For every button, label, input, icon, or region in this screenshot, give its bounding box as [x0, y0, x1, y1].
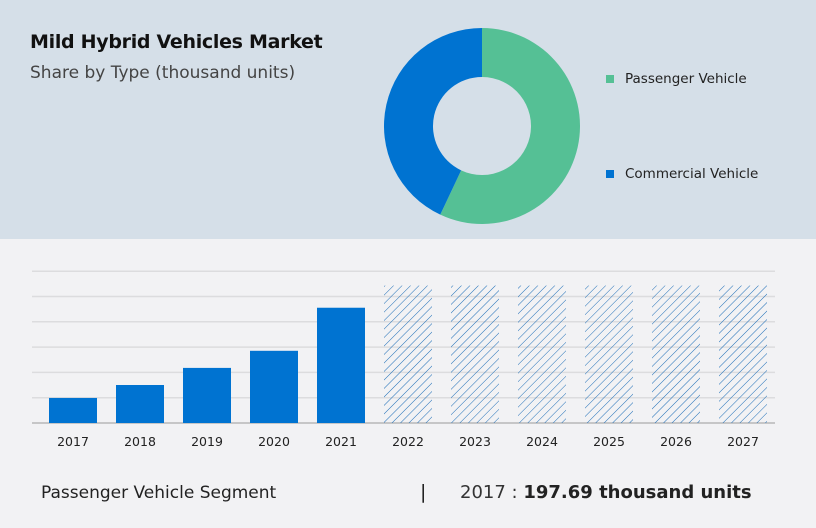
legend-passenger-vehicle: Passenger Vehicle: [606, 71, 747, 87]
bar-2018: [116, 385, 164, 423]
bar-2017: [49, 397, 97, 423]
bar-2021: [317, 307, 365, 423]
donut-slice-passenger-vehicle: [440, 28, 580, 224]
x-tick-label: 2018: [124, 434, 156, 449]
footer-separator: |: [420, 481, 427, 503]
legend-swatch: [606, 170, 614, 178]
bar-2022: [384, 285, 432, 423]
x-tick-label: 2027: [727, 434, 759, 449]
x-tick-label: 2024: [526, 434, 558, 449]
legend-commercial-vehicle: Commercial Vehicle: [606, 166, 758, 182]
x-tick-label: 2021: [325, 434, 357, 449]
chart-title: Mild Hybrid Vehicles Market: [30, 31, 323, 53]
footer-amount: 197.69 thousand units: [523, 482, 752, 503]
donut-chart: [383, 27, 580, 224]
footer-value: 2017 : 197.69 thousand units: [460, 482, 752, 503]
x-tick-label: 2026: [660, 434, 692, 449]
chart-subtitle: Share by Type (thousand units): [30, 63, 296, 83]
bar-2026: [652, 285, 700, 423]
bar-2027: [719, 285, 767, 423]
x-tick-label: 2023: [459, 434, 491, 449]
x-tick-label: 2025: [593, 434, 625, 449]
bar-2025: [585, 285, 633, 423]
x-tick-label: 2019: [191, 434, 223, 449]
bar-2019: [183, 367, 231, 423]
legend-label: Commercial Vehicle: [625, 166, 759, 182]
x-tick-label: 2020: [258, 434, 290, 449]
bar-2023: [451, 285, 499, 423]
x-tick-label: 2017: [57, 434, 89, 449]
x-tick-label: 2022: [392, 434, 424, 449]
bar-2020: [250, 350, 298, 423]
footer-segment: Passenger Vehicle Segment: [41, 483, 277, 503]
donut-slice-commercial-vehicle: [383, 27, 482, 215]
legend-label: Passenger Vehicle: [625, 71, 747, 87]
legend-swatch: [606, 75, 614, 83]
bar-2024: [518, 285, 566, 423]
footer-year: 2017 :: [460, 482, 518, 503]
